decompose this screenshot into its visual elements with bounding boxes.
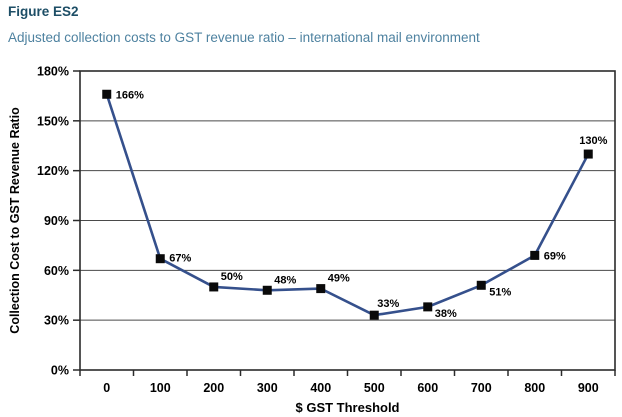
- data-point-label: 69%: [544, 250, 566, 262]
- x-tick-label: 800: [524, 381, 545, 395]
- y-tick-label: 0%: [51, 364, 69, 378]
- figure-subtitle: Adjusted collection costs to GST revenue…: [8, 30, 480, 45]
- data-point-marker: [476, 280, 486, 290]
- data-point-marker: [262, 285, 272, 295]
- data-point-label: 48%: [274, 274, 296, 286]
- data-point-marker: [583, 149, 593, 159]
- data-point-label: 38%: [435, 308, 457, 320]
- y-axis-title: Collection Cost to GST Revenue Ratio: [8, 107, 22, 334]
- y-tick-label: 90%: [44, 214, 69, 228]
- y-tick-label: 150%: [37, 114, 69, 128]
- x-tick-label: 600: [417, 381, 438, 395]
- data-point-label: 50%: [221, 271, 243, 283]
- y-tick-label: 60%: [44, 264, 69, 278]
- data-point-label: 49%: [328, 273, 350, 285]
- x-tick-label: 100: [150, 381, 171, 395]
- x-tick-label: 300: [257, 381, 278, 395]
- y-tick-label: 180%: [37, 65, 69, 79]
- series-line: [105, 92, 590, 317]
- data-point-label: 67%: [169, 253, 191, 265]
- data-point-marker: [530, 250, 540, 260]
- data-point-marker: [316, 284, 326, 294]
- data-point-marker: [423, 302, 433, 312]
- data-point-label: 130%: [579, 135, 607, 147]
- data-point-label: 51%: [489, 286, 511, 298]
- data-point-marker: [369, 310, 379, 320]
- x-tick-label: 400: [310, 381, 331, 395]
- x-tick-label: 200: [203, 381, 224, 395]
- x-tick-label: 900: [578, 381, 599, 395]
- x-tick-label: 0: [103, 381, 110, 395]
- figure-label: Figure ES2: [8, 4, 79, 19]
- data-point-marker: [102, 89, 112, 99]
- data-point-marker: [155, 254, 165, 264]
- y-tick-label: 120%: [37, 164, 69, 178]
- x-axis-title: $ GST Threshold: [295, 400, 399, 415]
- x-tick-label: 700: [471, 381, 492, 395]
- data-point-label: 33%: [377, 298, 399, 310]
- data-point-marker: [209, 282, 219, 292]
- y-tick-label: 30%: [44, 314, 69, 328]
- x-tick-label: 500: [364, 381, 385, 395]
- data-point-label: 166%: [116, 89, 144, 101]
